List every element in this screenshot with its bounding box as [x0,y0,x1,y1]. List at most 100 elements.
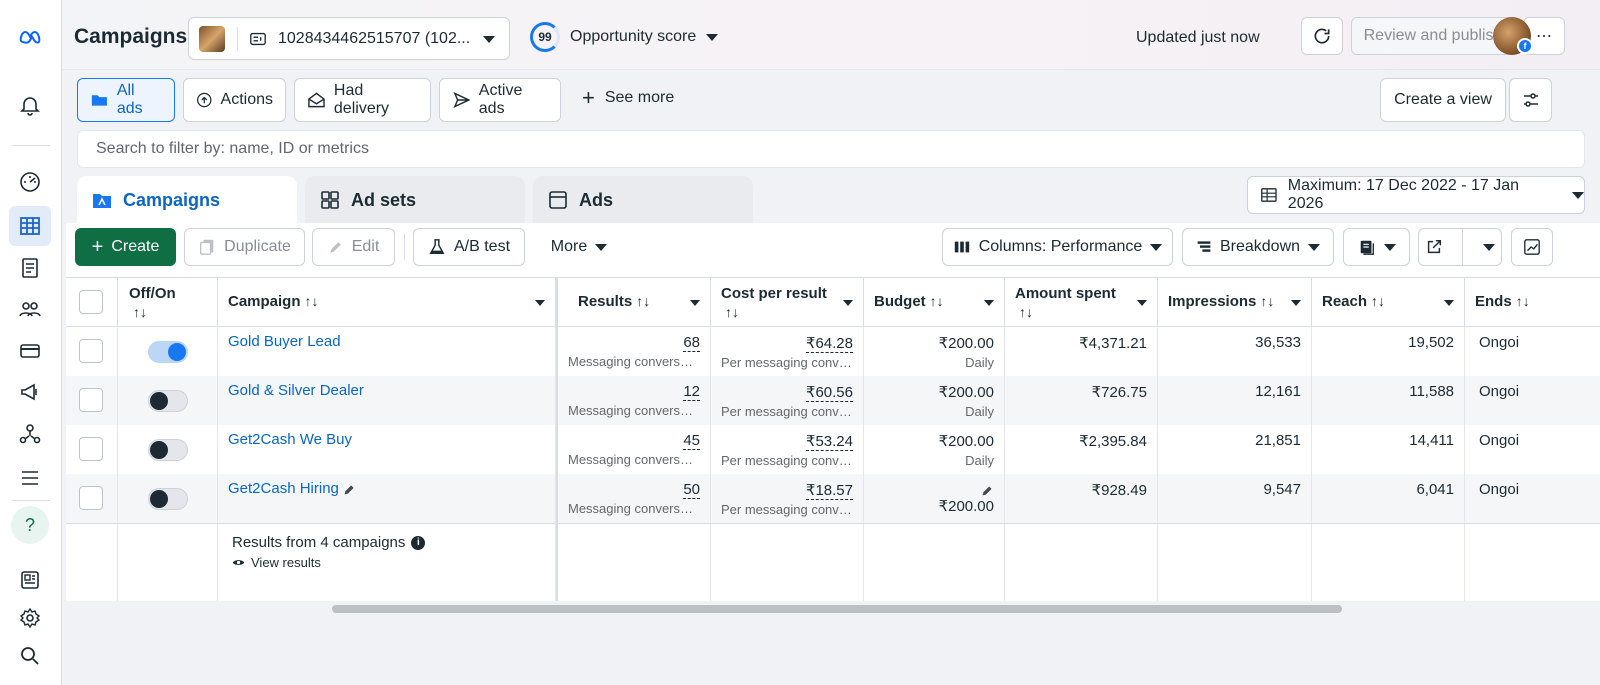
cost-per-result-value[interactable]: ₹18.57 [805,482,853,500]
export-split-button[interactable] [1418,228,1502,266]
all-tools-menu-icon[interactable] [9,458,51,498]
filter-active-ads[interactable]: Active ads [439,78,561,122]
review-and-publish-button[interactable]: Review and publish [1351,17,1515,55]
create-a-view-button[interactable]: Create a view [1380,78,1506,122]
horizontal-scrollbar[interactable] [332,605,1342,613]
column-menu-icon[interactable] [1291,300,1301,306]
campaign-toggle[interactable] [148,390,188,412]
tab-ad-sets[interactable]: Ad sets [305,176,525,224]
header-reach[interactable]: Reach ↑↓ [1312,278,1465,328]
columns-dropdown[interactable]: Columns: Performance [942,228,1173,266]
budget-cell[interactable]: ₹200.00 Daily [864,327,1005,376]
filter-had-delivery[interactable]: Had delivery [294,78,431,122]
reports-dropdown[interactable] [1343,228,1410,266]
settings-gear-icon[interactable] [9,598,51,638]
results-value[interactable]: 12 [683,383,700,401]
header-offon-label: Off/On [129,285,176,302]
see-more-button[interactable]: + See more [582,87,674,109]
campaign-name-link[interactable]: Gold & Silver Dealer [228,382,364,399]
campaign-toggle[interactable] [148,488,188,510]
column-menu-icon[interactable] [984,300,994,306]
table-row[interactable]: Get2Cash We Buy 45 Messaging conversat... ₹… [66,425,1600,474]
header-results[interactable]: Results ↑↓ [556,278,711,328]
cost-per-result-value[interactable]: ₹64.28 [805,335,853,353]
row-checkbox[interactable] [79,388,103,412]
select-all-checkbox[interactable] [79,290,103,314]
budget-cell[interactable]: ₹200.00 Daily [864,425,1005,474]
table-row[interactable]: Gold Buyer Lead 68 Messaging conversat... ₹… [66,327,1600,376]
cost-per-result-value[interactable]: ₹53.24 [805,433,853,451]
billing-card-icon[interactable] [9,331,51,371]
row-checkbox[interactable] [79,486,103,510]
budget-cell[interactable]: ₹200.00 [864,474,1005,523]
campaign-name-link[interactable]: Gold Buyer Lead [228,333,341,350]
header-offon[interactable]: Off/On ↑↓ [118,278,218,328]
more-options-button[interactable]: ⋯ [1523,17,1565,55]
campaigns-table-icon[interactable] [9,206,51,246]
duplicate-button[interactable]: Duplicate [184,228,305,266]
breakdown-dropdown[interactable]: Breakdown [1182,228,1334,266]
table-row[interactable]: Gold & Silver Dealer 12 Messaging conversa… [66,376,1600,425]
account-selector[interactable]: 1028434462515707 (102... [188,17,510,60]
column-menu-icon[interactable] [843,300,853,306]
search-input[interactable] [96,140,1584,158]
budget-cell[interactable]: ₹200.00 Daily [864,376,1005,425]
campaign-toggle[interactable] [148,439,188,461]
help-icon[interactable]: ? [11,506,49,544]
view-results-link[interactable]: View results [232,555,545,570]
business-tools-icon[interactable] [9,414,51,454]
results-value[interactable]: 50 [683,481,700,499]
header-campaign[interactable]: Campaign ↑↓ [218,278,556,328]
ab-test-button[interactable]: A/B test [413,228,525,266]
campaign-name-link[interactable]: Get2Cash Hiring [228,480,339,497]
refresh-button[interactable] [1301,17,1343,55]
pencil-icon[interactable] [981,484,994,497]
megaphone-icon[interactable] [9,372,51,412]
meta-logo-icon[interactable] [9,16,51,56]
edit-button[interactable]: Edit [312,228,395,266]
cost-per-result-value[interactable]: ₹60.56 [805,384,853,402]
row-checkbox[interactable] [79,339,103,363]
search-icon[interactable] [9,636,51,676]
chevron-down-icon[interactable] [1483,243,1496,251]
results-value[interactable]: 45 [683,432,700,450]
info-icon[interactable]: i [411,535,426,550]
column-menu-icon[interactable] [1137,300,1147,306]
opportunity-score-button[interactable]: 99 Opportunity score [530,22,719,52]
filter-actions[interactable]: Actions [183,78,286,122]
create-button[interactable]: + Create [75,228,176,266]
table-row[interactable]: Get2Cash Hiring 50 Messaging conversat...… [66,474,1600,523]
export-icon[interactable] [1425,238,1443,256]
column-menu-icon[interactable] [1444,300,1454,306]
pencil-icon[interactable] [343,483,356,496]
charts-button[interactable] [1511,228,1553,266]
news-icon[interactable] [9,560,51,600]
more-dropdown[interactable]: More [539,228,619,266]
filter-all-ads[interactable]: All ads [77,78,175,122]
sort-icon: ↑↓ [636,293,651,309]
summary-text: Results from 4 campaigns [232,534,406,551]
search-bar[interactable] [77,130,1585,168]
campaign-toggle[interactable] [148,341,188,363]
campaign-name-link[interactable]: Get2Cash We Buy [228,431,352,448]
column-menu-icon[interactable] [535,300,545,306]
results-subtext: Messaging conversat... [568,501,700,516]
tab-campaigns[interactable]: Campaigns [77,176,297,224]
breakdown-icon [1197,241,1211,252]
header-cpr-label: Cost per result [721,285,827,302]
header-amount-spent[interactable]: Amount spent ↑↓ [1005,278,1158,328]
pages-icon[interactable] [9,248,51,288]
dashboard-gauge-icon[interactable] [9,162,51,202]
row-checkbox[interactable] [79,437,103,461]
header-budget[interactable]: Budget ↑↓ [864,278,1005,328]
date-range-picker[interactable]: Maximum: 17 Dec 2022 - 17 Jan 2026 [1247,176,1585,214]
header-cost-per-result[interactable]: Cost per result ↑↓ [711,278,864,328]
audiences-icon[interactable] [9,289,51,329]
header-impressions[interactable]: Impressions ↑↓ [1158,278,1312,328]
tab-ads[interactable]: Ads [533,176,753,224]
bell-icon[interactable] [9,85,51,125]
column-menu-icon[interactable] [690,300,700,306]
view-settings-button[interactable] [1509,78,1552,122]
header-ends[interactable]: Ends ↑↓ [1465,278,1600,328]
results-value[interactable]: 68 [683,334,700,352]
